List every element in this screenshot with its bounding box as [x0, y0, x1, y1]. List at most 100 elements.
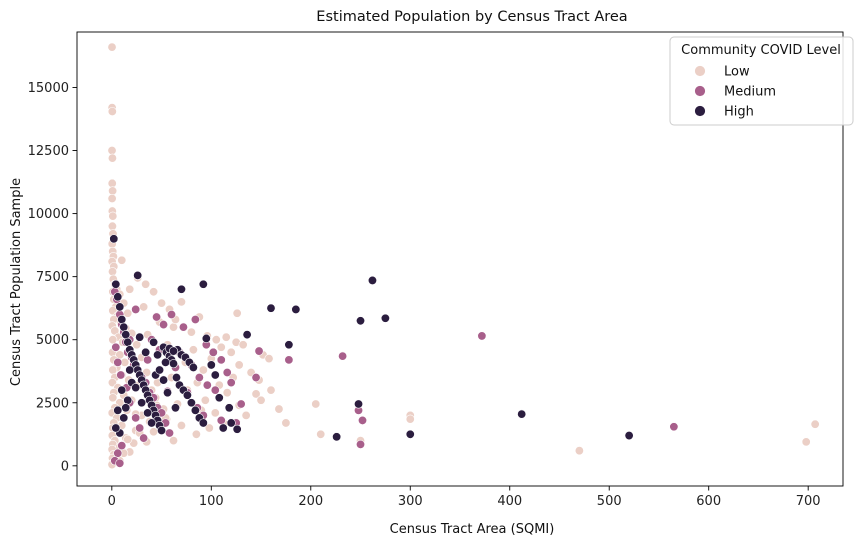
point-low [216, 342, 226, 352]
point-medium [226, 378, 236, 388]
point-low [149, 287, 159, 297]
point-medium [356, 439, 366, 449]
point-low [139, 302, 149, 312]
point-medium [167, 309, 177, 319]
point-low [251, 389, 261, 399]
point-low [200, 395, 210, 405]
point-medium [113, 448, 123, 458]
point-high [157, 426, 167, 436]
point-medium [254, 346, 264, 356]
point-high [182, 390, 192, 400]
x-tick-label: 200 [298, 494, 323, 509]
point-low [264, 354, 274, 364]
point-high [115, 302, 125, 312]
x-tick-label: 500 [597, 494, 622, 509]
point-low [107, 106, 117, 116]
point-low [198, 365, 208, 375]
point-low [169, 322, 179, 332]
point-high [109, 234, 119, 244]
point-medium [216, 355, 226, 365]
point-high [135, 332, 145, 342]
point-low [125, 284, 135, 294]
point-high [117, 315, 127, 325]
plot-frame [76, 31, 844, 487]
point-low [405, 414, 415, 424]
point-high [176, 284, 186, 294]
point-medium [113, 357, 123, 367]
x-tick-label: 300 [398, 494, 423, 509]
legend-label-high: High [724, 105, 754, 120]
point-high [119, 322, 129, 332]
point-low [266, 385, 276, 395]
point-low [210, 408, 220, 418]
x-axis-label: Census Tract Area (SQMI) [390, 522, 555, 537]
point-low [176, 420, 186, 430]
point-medium [131, 304, 141, 314]
point-high [380, 313, 390, 323]
point-high [113, 292, 123, 302]
point-high [206, 360, 216, 370]
point-low [107, 221, 117, 231]
point-medium [222, 367, 232, 377]
point-medium [251, 373, 261, 383]
point-high [133, 270, 143, 280]
point-high [159, 375, 169, 385]
point-high [119, 413, 129, 423]
points-layer [107, 42, 820, 470]
point-high [367, 275, 377, 285]
point-low [108, 267, 118, 277]
point-low [107, 193, 117, 203]
point-low [274, 404, 284, 414]
point-low [222, 388, 232, 398]
x-tick-label: 0 [108, 494, 116, 509]
point-medium [358, 415, 368, 425]
point-low [117, 255, 127, 265]
y-tick-label: 12500 [28, 144, 69, 159]
point-low [107, 178, 117, 188]
point-low [574, 446, 584, 456]
point-high [242, 330, 252, 340]
point-low [211, 335, 221, 345]
point-medium [143, 355, 153, 365]
point-medium [135, 423, 145, 433]
point-high [121, 330, 131, 340]
point-high [624, 431, 634, 441]
y-tick-label: 10000 [28, 207, 69, 222]
x-tick-label: 700 [796, 494, 821, 509]
x-tick-label: 400 [497, 494, 522, 509]
point-high [284, 340, 294, 350]
point-high [201, 333, 211, 343]
point-medium [131, 413, 141, 423]
point-high [117, 385, 127, 395]
point-low [132, 340, 142, 350]
point-medium [116, 370, 126, 380]
point-low [107, 153, 117, 163]
point-low [221, 332, 231, 342]
legend-title: Community COVID Level [681, 43, 841, 58]
point-high [111, 279, 121, 289]
point-low [110, 326, 120, 336]
point-medium [477, 331, 487, 341]
point-medium [210, 385, 220, 395]
point-high [198, 418, 208, 428]
point-low [176, 297, 186, 307]
point-low [256, 395, 266, 405]
point-high [354, 399, 364, 409]
x-axis: 0 100 200 300 400 500 600 700 [108, 486, 821, 509]
point-high [214, 393, 224, 403]
point-low [108, 335, 118, 345]
point-low [311, 399, 321, 409]
point-low [108, 365, 118, 375]
point-medium [117, 441, 127, 451]
legend: Community COVID Level Low Medium High [669, 36, 854, 126]
point-high [188, 362, 198, 372]
point-high [198, 279, 208, 289]
point-low [241, 410, 251, 420]
point-low [169, 436, 179, 446]
point-high [121, 403, 131, 413]
point-high [171, 373, 181, 383]
point-high [125, 365, 135, 375]
x-tick-label: 100 [199, 494, 224, 509]
